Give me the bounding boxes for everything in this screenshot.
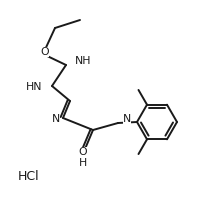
Text: O: O (40, 47, 49, 57)
Text: N: N (122, 114, 130, 124)
Text: HN: HN (25, 82, 42, 92)
Text: HCl: HCl (18, 171, 39, 184)
Text: O: O (78, 147, 87, 157)
Text: N: N (52, 114, 60, 124)
Text: NH: NH (75, 56, 91, 66)
Text: H: H (79, 158, 87, 168)
